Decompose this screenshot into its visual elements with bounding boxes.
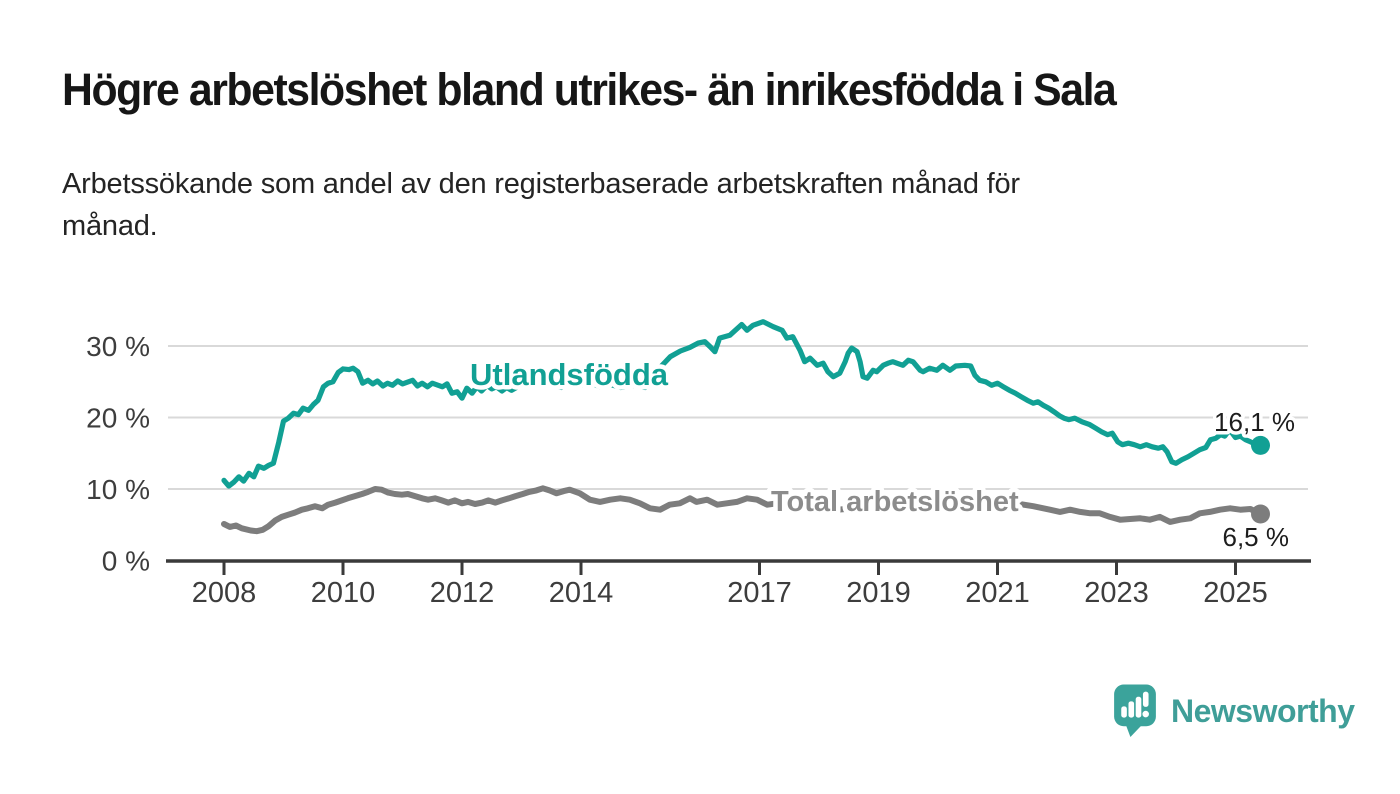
- gridlines: [168, 345, 1308, 490]
- series-end-dot-total: [1251, 504, 1270, 524]
- y-axis-label: 10 %: [86, 474, 150, 505]
- x-axis-label: 2023: [1084, 577, 1149, 609]
- y-axis-label: 0 %: [102, 546, 150, 577]
- x-axis-label: 2008: [192, 577, 257, 609]
- series-lines: [221, 319, 1270, 535]
- newsworthy-wordmark: Newsworthy: [1171, 692, 1355, 729]
- x-axis-label: 2025: [1203, 577, 1268, 609]
- series-end-dot-utlandsfodda: [1251, 435, 1270, 455]
- bar-chart-speech-bubble-icon: [1114, 684, 1156, 737]
- newsworthy-logo: Newsworthy: [1112, 684, 1355, 738]
- series-label-utlandsfodda: Utlandsfödda: [470, 357, 669, 392]
- chart-subtitle-line1: Arbetssökande som andel av den registerb…: [62, 168, 1020, 200]
- y-axis-label: 30 %: [86, 331, 150, 362]
- y-axis-label: 20 %: [86, 403, 150, 434]
- chart-title: Högre arbetslöshet bland utrikes- än inr…: [62, 64, 1117, 115]
- x-axis-label: 2021: [965, 577, 1030, 609]
- end-value-label-utlandsfodda: 16,1 %: [1214, 407, 1295, 437]
- y-axis: 0 % 10 % 20 % 30 %: [86, 331, 150, 577]
- series-line-utlandsfodda: [221, 319, 1264, 489]
- x-axis-label: 2017: [727, 577, 792, 609]
- series-label-total-arbetsloshet: Total arbetslöshet: [771, 486, 1019, 518]
- logo-bar-chart-glyph: [1121, 691, 1149, 718]
- end-value-label-total: 6,5 %: [1223, 522, 1290, 552]
- chart-subtitle: Arbetssökande som andel av den registerb…: [62, 163, 1020, 247]
- x-axis-label: 2014: [549, 577, 614, 609]
- x-axis-label: 2012: [430, 577, 495, 609]
- x-axis: 2008 2010 2012 2014 2017 2019 2021 2023 2025: [166, 559, 1311, 609]
- x-axis-label: 2010: [311, 577, 376, 609]
- series-line-total: [221, 485, 1264, 535]
- x-axis-label: 2019: [846, 577, 911, 609]
- chart-subtitle-line2: månad.: [62, 210, 158, 242]
